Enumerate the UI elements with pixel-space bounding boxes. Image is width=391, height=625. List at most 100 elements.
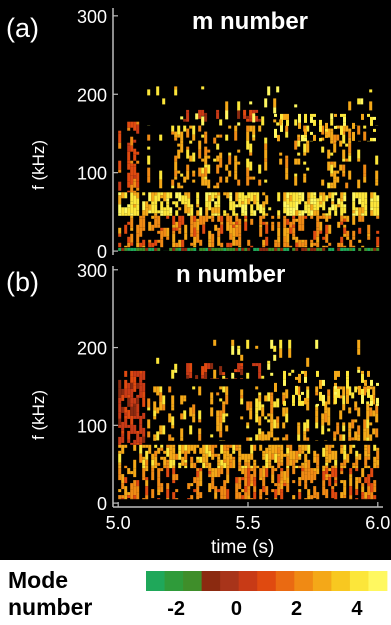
heatmap-cell — [364, 247, 368, 251]
heatmap-cell — [339, 434, 343, 441]
heatmap-cell — [277, 210, 281, 216]
heatmap-cell — [160, 192, 164, 196]
heatmap-cell — [343, 122, 346, 126]
heatmap-cell — [253, 444, 257, 451]
heatmap-cell — [357, 179, 361, 189]
heatmap-cell — [310, 192, 314, 199]
heatmap-cell — [286, 204, 290, 208]
heatmap-cell — [295, 201, 299, 211]
heatmap-cell — [145, 468, 149, 472]
heatmap-cell — [349, 498, 353, 500]
heatmap-cell — [118, 227, 122, 234]
heatmap-cell — [294, 158, 298, 165]
heatmap-cell — [325, 459, 329, 463]
heatmap-cell — [294, 173, 298, 177]
heatmap-cell — [274, 444, 278, 454]
heatmap-cell — [295, 242, 299, 248]
heatmap-cell — [172, 233, 176, 243]
heatmap-cell — [204, 112, 208, 116]
heatmap-cell — [298, 373, 301, 383]
heatmap-cell — [151, 489, 155, 499]
heatmap-cell — [159, 425, 163, 432]
heatmap-cell — [139, 215, 143, 219]
heatmap-cell — [249, 176, 253, 180]
heatmap-cell — [367, 224, 371, 234]
heatmap-cell — [306, 357, 310, 367]
heatmap-cell — [130, 166, 134, 176]
heatmap-cell — [261, 407, 265, 417]
heatmap-cell — [292, 233, 296, 237]
heatmap-cell — [310, 247, 314, 251]
heatmap-cell — [273, 419, 277, 429]
heatmap-cell — [313, 468, 317, 472]
heatmap-cell — [247, 198, 251, 205]
heatmap-cell — [118, 474, 122, 481]
heatmap-cell — [283, 400, 286, 406]
heatmap-cell — [364, 210, 368, 216]
heatmap-cell — [240, 366, 244, 370]
heatmap-cell — [247, 462, 251, 469]
heatmap-cell — [289, 227, 293, 234]
heatmap-cell — [151, 201, 155, 205]
heatmap-cell — [160, 195, 164, 199]
heatmap-cell — [159, 401, 163, 411]
heatmap-cell — [229, 233, 233, 240]
heatmap-cell — [303, 176, 307, 183]
heatmap-cell — [142, 391, 146, 398]
heatmap-cell — [241, 489, 245, 493]
heatmap-cell — [130, 121, 134, 128]
heatmap-cell — [322, 201, 326, 211]
heatmap-cell — [339, 140, 343, 147]
heatmap-cell — [217, 489, 221, 493]
heatmap-cell — [303, 422, 307, 432]
heatmap-cell — [240, 395, 244, 399]
heatmap-cell — [151, 465, 155, 469]
heatmap-cell — [192, 386, 196, 390]
heatmap-cell — [246, 339, 250, 349]
heatmap-cell — [220, 247, 224, 251]
heatmap-cell — [208, 444, 212, 451]
heatmap-cell — [220, 221, 224, 225]
heatmap-cell — [166, 236, 170, 240]
heatmap-cell — [244, 198, 248, 205]
heatmap-cell — [364, 204, 368, 211]
heatmap-cell — [330, 113, 334, 120]
heatmap-cell — [214, 204, 218, 208]
heatmap-cell — [217, 207, 221, 214]
heatmap-cell — [264, 416, 268, 420]
heatmap-cell — [310, 495, 314, 500]
heatmap-cell — [208, 230, 212, 240]
heatmap-cell — [142, 456, 146, 460]
heatmap-cell — [289, 245, 293, 248]
heatmap-cell — [325, 489, 329, 499]
heatmap-cell — [285, 407, 289, 414]
heatmap-cell — [303, 431, 307, 435]
heatmap-cell — [313, 207, 317, 211]
heatmap-cell — [361, 215, 365, 222]
heatmap-cell — [142, 215, 146, 219]
heatmap-cell — [139, 218, 143, 228]
heatmap-cell — [262, 468, 266, 478]
heatmap-cell — [136, 210, 140, 216]
heatmap-cell — [213, 339, 217, 346]
heatmap-cell — [204, 378, 208, 379]
heatmap-cell — [330, 131, 334, 141]
heatmap-cell — [265, 221, 269, 225]
heatmap-cell — [283, 453, 287, 457]
heatmap-cell — [133, 397, 137, 404]
heatmap-cell — [322, 447, 326, 457]
heatmap-cell — [319, 125, 322, 132]
heatmap-cell — [349, 486, 353, 496]
heatmap-cell — [304, 474, 308, 484]
heatmap-cell — [166, 227, 170, 237]
heatmap-cell — [148, 210, 152, 214]
heatmap-cell — [160, 483, 164, 487]
heatmap-cell — [118, 397, 122, 404]
heatmap-cell — [292, 215, 296, 219]
heatmap-cell — [175, 489, 179, 493]
heatmap-cell — [241, 495, 245, 500]
heatmap-cell — [216, 185, 220, 189]
heatmap-cell — [255, 115, 259, 122]
heatmap-cell — [328, 247, 332, 251]
heatmap-cell — [286, 247, 290, 251]
